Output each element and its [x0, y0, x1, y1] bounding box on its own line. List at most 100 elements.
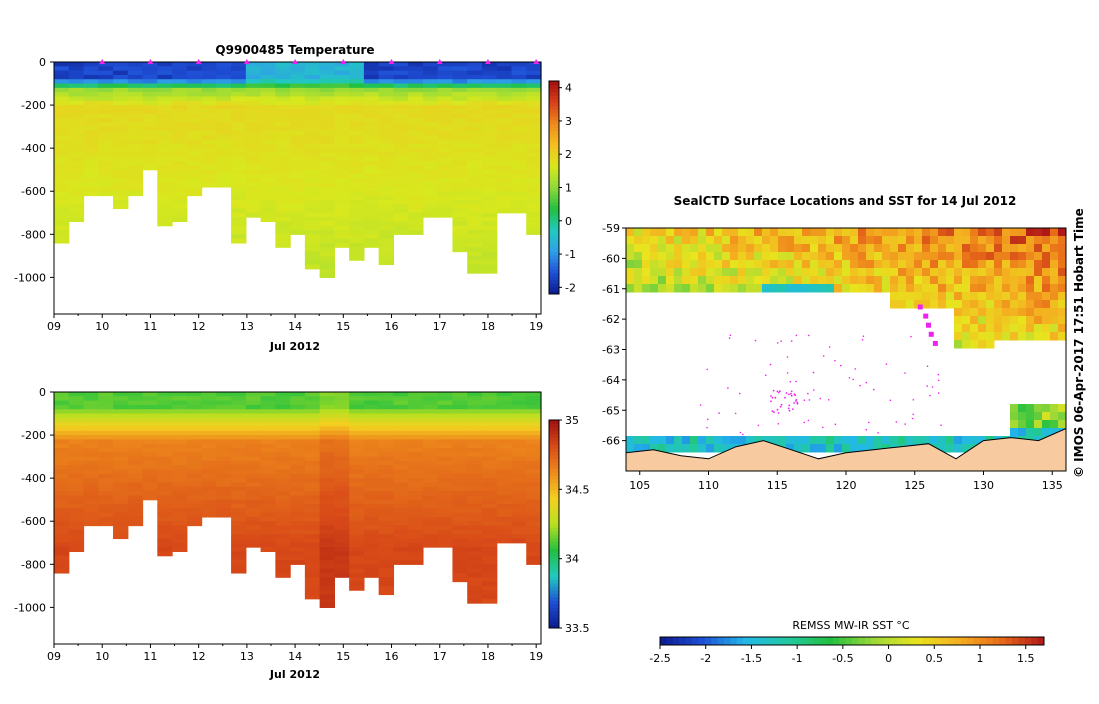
data-cell	[54, 186, 70, 192]
data-cell	[526, 122, 542, 128]
data-cell	[304, 208, 321, 214]
sst-cell	[1018, 316, 1027, 325]
data-cell	[511, 409, 527, 415]
colorbar-swatch	[549, 475, 559, 480]
data-cell	[157, 400, 173, 406]
data-cell	[349, 109, 365, 115]
data-cell	[349, 392, 365, 397]
data-cell	[113, 143, 129, 149]
sst-cell	[946, 276, 955, 285]
temperature-panel: Q9900485 Temperature 0-200-400-600-800-1…	[14, 43, 576, 353]
data-cell	[481, 204, 498, 210]
data-cell	[319, 478, 335, 484]
sst-colorbar-swatch	[813, 637, 821, 645]
data-cell	[467, 143, 483, 149]
data-cell	[467, 460, 483, 466]
data-cell	[260, 525, 276, 531]
data-cell	[216, 413, 232, 419]
data-cell	[290, 225, 306, 231]
colorbar-swatch	[549, 423, 559, 428]
sst-cell	[938, 276, 947, 285]
data-cell	[98, 70, 114, 76]
sst-cell	[642, 244, 651, 253]
data-cell	[157, 452, 173, 458]
colorbar-swatch	[549, 283, 559, 288]
data-cell	[437, 105, 454, 110]
sst-cell	[922, 284, 931, 293]
data-cell	[216, 430, 232, 436]
data-cell	[393, 221, 409, 227]
data-cell	[201, 426, 217, 432]
data-cell	[172, 482, 188, 488]
data-cell	[481, 247, 498, 253]
track-point	[780, 403, 783, 406]
sst-cell	[882, 260, 891, 269]
data-cell	[526, 74, 542, 80]
data-cell	[437, 516, 454, 522]
data-cell	[83, 182, 99, 188]
data-cell	[54, 413, 70, 419]
sst-cell	[834, 244, 843, 253]
data-cell	[437, 465, 454, 471]
sst-cell	[922, 300, 931, 309]
data-cell	[304, 551, 321, 557]
data-cell	[496, 404, 513, 410]
data-cell	[68, 486, 85, 492]
sst-cell	[674, 276, 683, 285]
data-cell	[511, 66, 527, 72]
sst-colorbar-swatch	[832, 637, 840, 645]
data-cell	[275, 555, 291, 561]
data-cell	[422, 208, 439, 214]
sst-colorbar-tick-label: -2.5	[649, 652, 670, 665]
data-cell	[290, 404, 306, 410]
data-cell	[275, 161, 291, 166]
data-cell	[363, 469, 380, 475]
sst-cell	[1018, 228, 1027, 237]
sst-cell	[914, 252, 923, 261]
sst-cell	[706, 236, 715, 245]
data-cell	[408, 448, 424, 453]
data-cell	[157, 422, 173, 428]
data-cell	[260, 169, 276, 175]
data-cell	[68, 452, 85, 458]
data-cell	[378, 126, 395, 132]
data-cell	[113, 178, 129, 184]
data-cell	[422, 212, 439, 218]
data-cell	[334, 139, 350, 145]
data-cell	[422, 448, 439, 453]
sst-colorbar-swatch	[781, 637, 789, 645]
data-cell	[319, 542, 335, 548]
sst-cell	[938, 268, 947, 277]
data-cell	[526, 83, 542, 89]
sst-cell	[898, 300, 907, 309]
colorbar-swatch	[549, 503, 559, 508]
data-cell	[393, 456, 409, 462]
data-cell	[172, 508, 188, 514]
data-cell	[496, 426, 513, 432]
track-point	[706, 368, 708, 371]
track-point	[780, 340, 782, 343]
data-cell	[113, 92, 129, 98]
data-cell	[496, 100, 513, 106]
data-cell	[408, 204, 424, 210]
data-cell	[378, 508, 395, 514]
sst-cell	[970, 228, 979, 237]
track-point	[776, 342, 779, 344]
data-cell	[363, 508, 380, 514]
data-cell	[408, 538, 424, 544]
colorbar-tick-label: 2	[565, 148, 572, 161]
sst-cell	[1042, 244, 1051, 253]
data-cell	[437, 504, 454, 509]
data-cell	[452, 542, 468, 548]
sst-cell	[842, 268, 851, 277]
data-cell	[54, 482, 70, 488]
sst-cell	[1034, 308, 1043, 317]
data-cell	[260, 495, 276, 501]
x-tick-label: 09	[47, 650, 61, 663]
data-cell	[142, 161, 158, 166]
data-cell	[290, 521, 306, 527]
data-cell	[245, 165, 262, 171]
data-cell	[127, 521, 144, 527]
